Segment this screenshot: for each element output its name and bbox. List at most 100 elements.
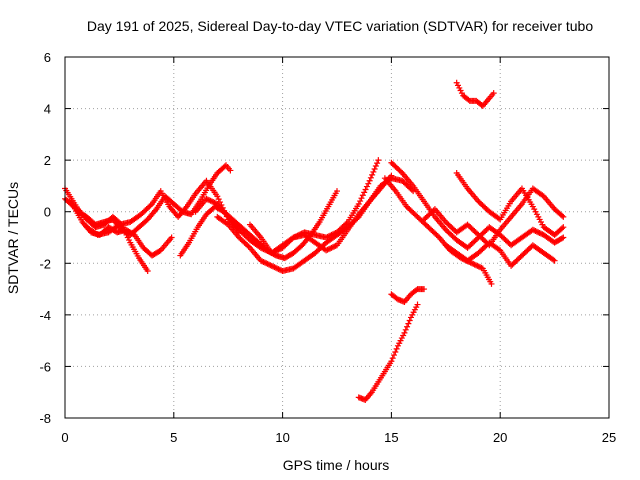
data-point bbox=[361, 189, 368, 196]
y-tick-label: 4 bbox=[44, 102, 51, 117]
data-point bbox=[266, 261, 272, 268]
data-point bbox=[421, 286, 428, 293]
data-point bbox=[215, 196, 222, 203]
data-point bbox=[434, 233, 441, 240]
data-point bbox=[245, 243, 252, 250]
data-point bbox=[389, 355, 396, 362]
data-point bbox=[406, 317, 413, 324]
data-point bbox=[331, 243, 338, 250]
data-point bbox=[267, 262, 274, 269]
data-point bbox=[560, 234, 567, 241]
data-point bbox=[210, 199, 217, 206]
y-tick-label: 6 bbox=[44, 50, 51, 65]
data-point bbox=[474, 262, 481, 269]
data-point bbox=[560, 224, 567, 231]
series-track-15 bbox=[355, 301, 421, 403]
data-point bbox=[490, 90, 497, 97]
data-point bbox=[260, 258, 267, 265]
data-point bbox=[414, 301, 421, 308]
y-tick-label: 2 bbox=[44, 153, 51, 168]
data-point bbox=[363, 183, 370, 190]
series-track-13 bbox=[442, 239, 558, 269]
data-point bbox=[550, 256, 557, 263]
y-tick-label: -6 bbox=[39, 359, 51, 374]
data-point bbox=[371, 165, 378, 172]
data-point bbox=[393, 345, 400, 352]
data-point bbox=[465, 96, 472, 103]
data-point bbox=[405, 320, 412, 327]
data-point bbox=[358, 195, 365, 202]
data-point bbox=[264, 260, 271, 267]
data-point bbox=[468, 260, 475, 267]
series-track-4 bbox=[83, 177, 243, 238]
plot-frame bbox=[64, 56, 610, 419]
data-point bbox=[204, 196, 211, 203]
y-tick-label: -2 bbox=[39, 256, 51, 271]
series-track-12 bbox=[453, 170, 567, 238]
data-point bbox=[257, 244, 264, 251]
data-point bbox=[289, 235, 296, 242]
data-point bbox=[324, 246, 331, 253]
data-point bbox=[495, 246, 502, 253]
data-point bbox=[323, 247, 330, 254]
data-point bbox=[410, 188, 417, 195]
data-point bbox=[276, 266, 283, 273]
data-point bbox=[259, 258, 266, 265]
data-point bbox=[263, 247, 270, 254]
data-point bbox=[475, 263, 482, 270]
data-point bbox=[365, 180, 372, 187]
data-point bbox=[260, 246, 267, 253]
data-point bbox=[323, 234, 330, 241]
data-point bbox=[559, 225, 566, 232]
data-point bbox=[144, 268, 151, 275]
x-tick-label: 15 bbox=[384, 430, 398, 445]
data-point bbox=[559, 235, 566, 242]
data-point bbox=[211, 199, 218, 206]
data-point bbox=[214, 193, 221, 200]
x-tick-label: 0 bbox=[61, 430, 68, 445]
data-point bbox=[478, 264, 485, 271]
data-point bbox=[271, 264, 278, 271]
y-tick-label: -4 bbox=[39, 308, 51, 323]
axis-ticks: 0 5 10 15 20 25 -8 -6 -4 -2 0 2 4 6 bbox=[39, 50, 616, 445]
data-point bbox=[257, 257, 264, 264]
data-point bbox=[401, 329, 408, 336]
data-point bbox=[472, 262, 479, 269]
data-point bbox=[329, 244, 336, 251]
data-point bbox=[208, 198, 215, 205]
data-point bbox=[391, 352, 398, 359]
data-point bbox=[535, 229, 542, 236]
data-point bbox=[531, 227, 538, 234]
data-point bbox=[560, 213, 567, 220]
data-points bbox=[62, 79, 567, 403]
data-point bbox=[268, 262, 275, 269]
series-track-14 bbox=[453, 79, 497, 109]
data-point bbox=[413, 287, 420, 294]
data-point bbox=[207, 197, 214, 204]
series-track-3 bbox=[66, 162, 234, 238]
x-tick-label: 5 bbox=[170, 430, 177, 445]
series-track-11 bbox=[421, 185, 567, 249]
data-point bbox=[533, 228, 540, 235]
data-point bbox=[374, 160, 381, 167]
data-point bbox=[334, 188, 340, 195]
x-tick-label: 25 bbox=[602, 430, 616, 445]
data-point bbox=[168, 234, 175, 241]
data-point bbox=[470, 260, 477, 267]
data-point bbox=[206, 197, 213, 204]
x-tick-label: 10 bbox=[275, 430, 289, 445]
data-point bbox=[359, 192, 366, 199]
data-point bbox=[357, 198, 364, 205]
data-point bbox=[488, 280, 495, 287]
x-axis-label: GPS time / hours bbox=[283, 457, 390, 473]
data-point bbox=[397, 168, 404, 175]
data-point bbox=[270, 263, 277, 270]
series-track-16 bbox=[388, 286, 428, 305]
x-tick-label: 20 bbox=[493, 430, 507, 445]
data-point bbox=[261, 259, 268, 266]
data-point bbox=[495, 215, 502, 222]
data-point bbox=[147, 202, 154, 209]
data-point bbox=[227, 167, 234, 174]
